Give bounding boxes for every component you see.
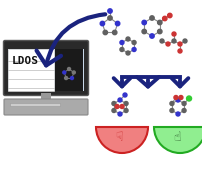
Circle shape <box>142 20 146 25</box>
Circle shape <box>172 39 176 43</box>
Circle shape <box>187 96 191 101</box>
Circle shape <box>120 105 124 108</box>
Bar <box>41 93 51 99</box>
Circle shape <box>182 108 186 112</box>
Bar <box>8 49 84 91</box>
Circle shape <box>150 34 154 38</box>
Bar <box>55 49 83 91</box>
FancyBboxPatch shape <box>4 99 88 115</box>
Circle shape <box>176 98 180 102</box>
Circle shape <box>112 101 116 105</box>
Circle shape <box>100 21 105 26</box>
Circle shape <box>126 51 130 55</box>
Circle shape <box>120 47 124 51</box>
Circle shape <box>178 42 182 46</box>
FancyBboxPatch shape <box>3 40 88 95</box>
Circle shape <box>176 112 180 116</box>
Circle shape <box>178 49 182 53</box>
Circle shape <box>70 77 74 80</box>
Circle shape <box>174 95 178 99</box>
Bar <box>8 49 54 91</box>
Circle shape <box>163 16 167 21</box>
Circle shape <box>132 40 136 44</box>
Circle shape <box>120 40 124 44</box>
Circle shape <box>170 101 174 105</box>
Circle shape <box>123 93 127 97</box>
Circle shape <box>103 30 107 35</box>
Circle shape <box>170 108 174 112</box>
Text: LDOS: LDOS <box>12 56 39 66</box>
Circle shape <box>126 37 130 41</box>
Circle shape <box>118 98 122 102</box>
Circle shape <box>160 39 164 43</box>
Circle shape <box>63 71 66 74</box>
Circle shape <box>182 101 186 105</box>
FancyArrowPatch shape <box>114 78 130 87</box>
Circle shape <box>108 9 112 13</box>
FancyArrowPatch shape <box>137 77 159 87</box>
Circle shape <box>142 29 146 34</box>
Bar <box>10 103 60 106</box>
Circle shape <box>132 47 136 51</box>
Circle shape <box>166 42 170 46</box>
Circle shape <box>168 13 172 18</box>
Circle shape <box>65 77 68 80</box>
Circle shape <box>115 105 119 108</box>
Circle shape <box>158 29 162 34</box>
Circle shape <box>108 16 112 20</box>
Circle shape <box>118 112 122 116</box>
Circle shape <box>115 21 120 26</box>
Text: ☟: ☟ <box>115 131 123 144</box>
Text: ☝: ☝ <box>173 131 181 144</box>
FancyArrowPatch shape <box>37 14 105 65</box>
Circle shape <box>112 108 116 112</box>
Circle shape <box>183 39 187 43</box>
Circle shape <box>72 71 75 74</box>
Circle shape <box>124 101 128 105</box>
Circle shape <box>179 95 183 99</box>
Wedge shape <box>154 127 202 153</box>
Circle shape <box>172 32 176 36</box>
Circle shape <box>124 108 128 112</box>
Circle shape <box>113 30 117 35</box>
Wedge shape <box>96 127 148 153</box>
Circle shape <box>158 20 162 25</box>
Circle shape <box>67 67 70 70</box>
FancyArrowPatch shape <box>172 78 188 87</box>
Circle shape <box>150 16 154 20</box>
